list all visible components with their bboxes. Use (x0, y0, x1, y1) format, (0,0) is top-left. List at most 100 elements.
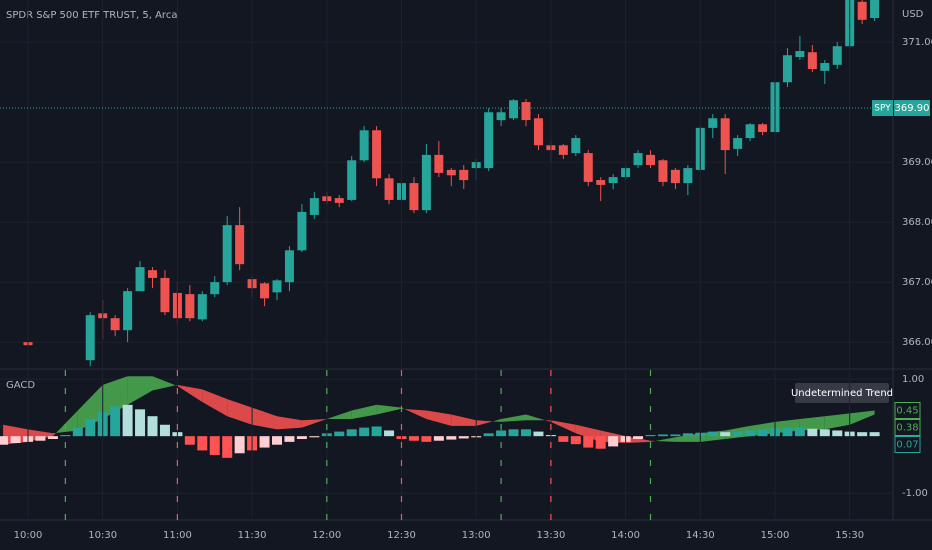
candle-body (123, 291, 133, 331)
candle-body (459, 169, 469, 181)
ribbon (351, 404, 377, 420)
candle-body (509, 100, 519, 119)
ribbon (625, 436, 651, 444)
candle-body (608, 177, 618, 184)
candle-body (533, 118, 543, 146)
ribbon (545, 420, 551, 422)
ribbon (655, 437, 676, 442)
y-tick-label: 366.00 (902, 337, 932, 348)
histogram-bar (857, 432, 868, 437)
histogram-bar (583, 436, 594, 448)
x-tick-label: 11:30 (238, 530, 267, 541)
candle-body (670, 169, 680, 184)
histogram-bar (184, 436, 195, 445)
histogram-bar (521, 429, 531, 437)
candle-body (558, 145, 568, 155)
ribbon (227, 399, 253, 425)
ribbon (492, 419, 502, 422)
value-tag (894, 401, 921, 419)
candle-body (733, 138, 743, 149)
ribbon (426, 410, 452, 426)
histogram-bar (732, 431, 743, 437)
status-badge (795, 383, 889, 403)
histogram-bar (110, 406, 121, 437)
histogram-bar (558, 436, 569, 442)
candle-body (197, 294, 207, 320)
value-tag (894, 435, 921, 453)
ribbon (301, 419, 327, 428)
ribbon (326, 410, 352, 420)
ribbon (501, 414, 526, 422)
candle-body (583, 153, 593, 182)
histogram-bar (483, 433, 494, 437)
y-tick-label: 367.00 (902, 277, 932, 288)
histogram-bar (346, 429, 357, 437)
candle-body (359, 130, 369, 161)
histogram-bar (284, 436, 295, 442)
ribbon (526, 414, 546, 421)
candle-body (110, 318, 120, 331)
candle-body (334, 198, 344, 203)
x-tick-label: 14:30 (686, 530, 715, 541)
histogram-bar (657, 434, 668, 437)
histogram-bar (197, 436, 208, 451)
histogram-bar (159, 424, 170, 437)
candle-body (484, 112, 494, 169)
ribbon (675, 433, 701, 442)
value-tag-label: 0.07 (896, 439, 918, 450)
ribbon (550, 420, 576, 434)
histogram-bar (458, 436, 469, 439)
last-price-label: 369.90 (895, 103, 930, 114)
status-label: Undetermined Trend (791, 388, 893, 399)
x-tick-label: 11:00 (163, 530, 192, 541)
histogram-bar (707, 431, 718, 437)
ribbon (177, 384, 203, 402)
value-tag-label: 0.38 (896, 422, 918, 433)
ribbon (52, 432, 57, 437)
histogram-bar (720, 432, 731, 437)
histogram-bar (10, 436, 21, 444)
candle-body (135, 267, 145, 292)
ribbon (102, 376, 128, 420)
x-tick-label: 12:30 (387, 530, 416, 541)
candle-body (658, 160, 668, 182)
candle-body (409, 183, 419, 211)
histogram-bar (570, 436, 581, 445)
histogram-bar (234, 436, 245, 454)
x-tick-label: 12:00 (312, 530, 341, 541)
symbol-label: SPY (874, 104, 891, 114)
candle-body (571, 138, 581, 154)
candle-body (832, 46, 842, 65)
candle-body (347, 160, 357, 200)
value-tag (894, 418, 921, 436)
candle-body (720, 118, 730, 151)
y-tick-label: 368.00 (902, 217, 932, 228)
candle-body (235, 225, 245, 265)
histogram-bar (0, 436, 9, 445)
candle-body (795, 51, 805, 58)
histogram-bar (433, 436, 444, 441)
histogram-bar (85, 419, 96, 437)
y-tick-label: 371.00 (902, 37, 932, 48)
histogram-bar (384, 430, 395, 437)
value-tag-label: 0.45 (896, 405, 918, 416)
indicator-title: GACD (6, 380, 35, 391)
chart-title: SPDR S&P 500 ETF TRUST, 5, Arca (6, 10, 177, 21)
histogram-bar (832, 430, 843, 437)
ribbon (750, 421, 775, 437)
candle-body (745, 124, 755, 139)
histogram-bar (122, 404, 133, 437)
histogram-bar (496, 430, 507, 437)
histogram-bar (757, 429, 768, 437)
candle-body (782, 55, 792, 83)
ribbon (404, 408, 427, 420)
candle-body (758, 124, 768, 133)
x-tick-label: 10:30 (88, 530, 117, 541)
ribbon (476, 420, 493, 426)
ribbon (252, 407, 277, 430)
x-tick-label: 15:30 (835, 530, 864, 541)
y-tick-label: -1.00 (902, 488, 928, 499)
ribbon (277, 416, 302, 430)
ribbon (202, 389, 228, 417)
